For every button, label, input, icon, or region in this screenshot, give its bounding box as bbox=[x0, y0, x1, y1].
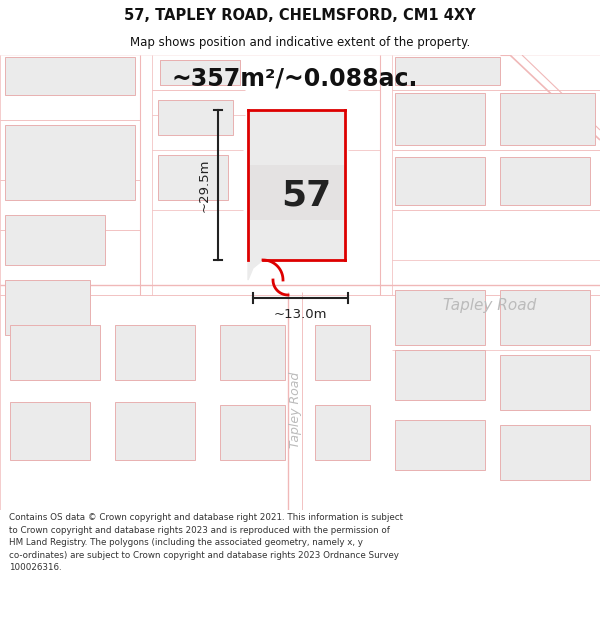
Bar bbox=[160, 60, 240, 85]
Bar bbox=[395, 57, 500, 85]
Text: 57, TAPLEY ROAD, CHELMSFORD, CM1 4XY: 57, TAPLEY ROAD, CHELMSFORD, CM1 4XY bbox=[124, 8, 476, 23]
Bar bbox=[220, 325, 285, 380]
Bar bbox=[115, 402, 195, 460]
Bar bbox=[395, 157, 485, 205]
Bar bbox=[395, 290, 485, 345]
Text: ~13.0m: ~13.0m bbox=[274, 308, 327, 321]
Text: Map shows position and indicative extent of the property.: Map shows position and indicative extent… bbox=[130, 36, 470, 49]
Text: Tapley Road: Tapley Road bbox=[289, 372, 302, 448]
Text: ~357m²/~0.088ac.: ~357m²/~0.088ac. bbox=[172, 66, 418, 90]
Text: Contains OS data © Crown copyright and database right 2021. This information is : Contains OS data © Crown copyright and d… bbox=[9, 514, 403, 572]
Polygon shape bbox=[248, 110, 345, 280]
Bar bbox=[315, 325, 370, 380]
Bar bbox=[10, 325, 100, 380]
Bar bbox=[5, 125, 135, 200]
Bar bbox=[220, 405, 285, 460]
Bar bbox=[500, 355, 590, 410]
Bar bbox=[500, 425, 590, 480]
Bar bbox=[115, 325, 195, 380]
Text: ~29.5m: ~29.5m bbox=[198, 158, 211, 212]
Bar bbox=[5, 57, 135, 95]
Bar bbox=[500, 157, 590, 205]
Bar bbox=[395, 350, 485, 400]
Text: 57: 57 bbox=[281, 178, 332, 212]
Text: Tapley Road: Tapley Road bbox=[443, 298, 536, 313]
Bar bbox=[160, 60, 240, 85]
Bar bbox=[315, 405, 370, 460]
Bar bbox=[10, 402, 90, 460]
Bar bbox=[500, 290, 590, 345]
Bar bbox=[158, 155, 228, 200]
Bar bbox=[248, 165, 345, 220]
Bar bbox=[395, 93, 485, 145]
Bar bbox=[5, 280, 90, 335]
Bar bbox=[500, 93, 595, 145]
Bar bbox=[158, 100, 233, 135]
Bar bbox=[5, 215, 105, 265]
Bar bbox=[395, 420, 485, 470]
